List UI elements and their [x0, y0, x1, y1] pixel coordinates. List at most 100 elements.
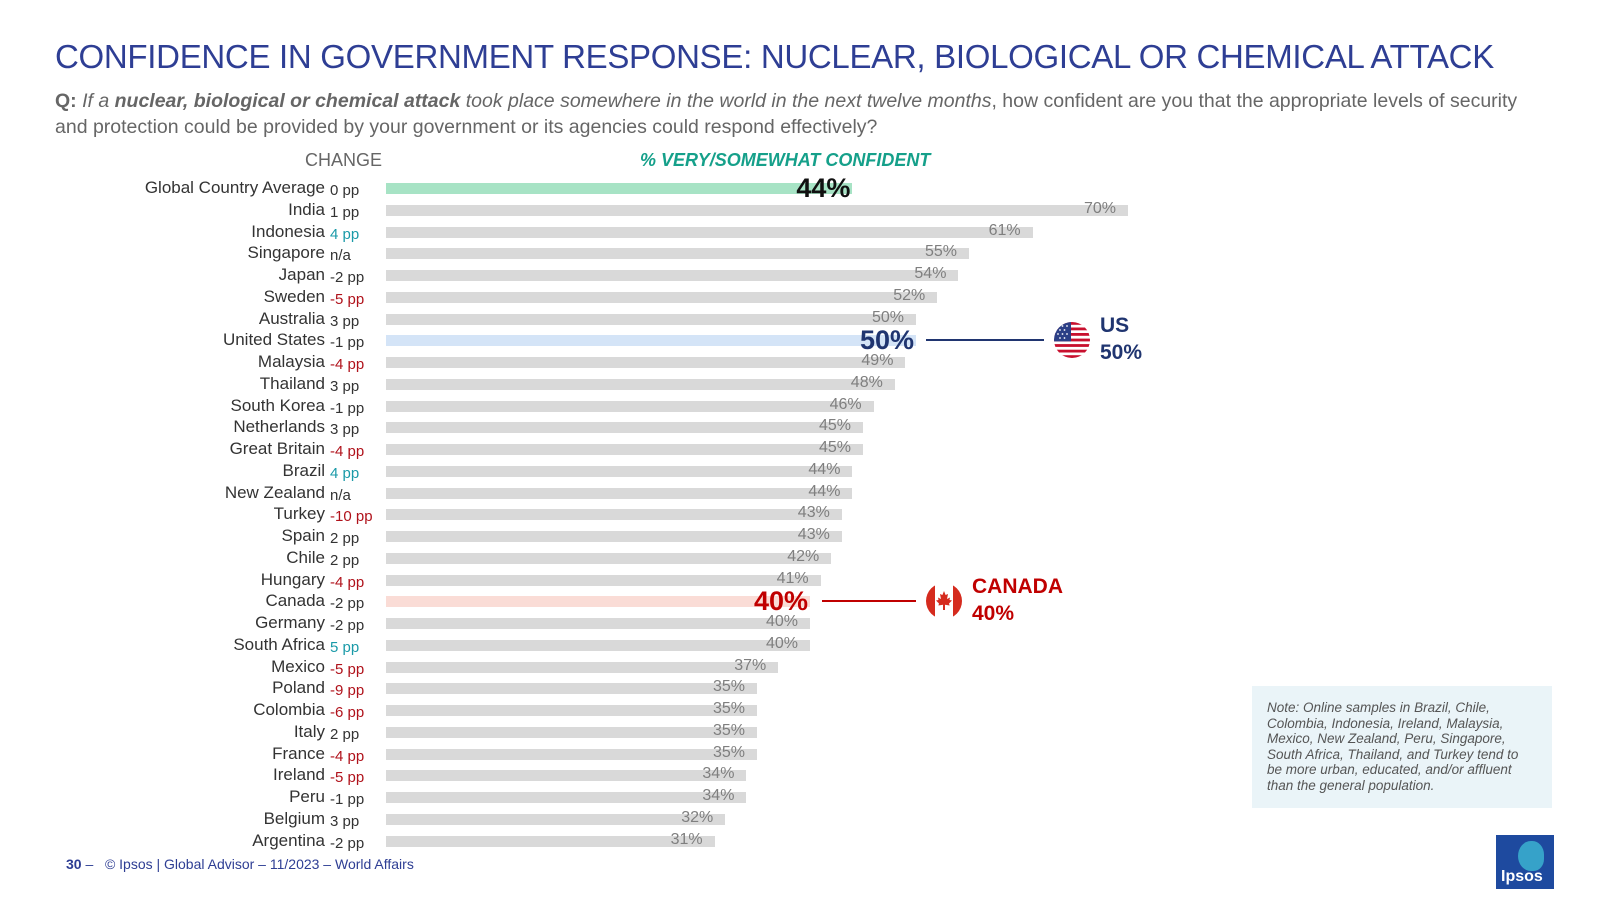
value-label-colombia: 35% [713, 700, 746, 717]
value-label-brazil: 44% [808, 460, 841, 478]
category-label-germany: Germany [255, 613, 325, 632]
us-callout-label: US [1100, 314, 1130, 338]
us-callout-value: 50% [1100, 341, 1143, 365]
category-label-great-britain: Great Britain [229, 439, 325, 458]
change-value-spain: 2 pp [330, 530, 360, 547]
change-value-new-zealand: n/a [330, 486, 351, 504]
change-value-global-country-average: 0 pp [330, 182, 360, 199]
category-label-hungary: Hungary [260, 569, 325, 589]
change-value-ireland: -5 pp [330, 769, 365, 787]
category-label-thailand: Thailand [259, 373, 325, 393]
bar-hungary [386, 574, 821, 586]
change-value-australia: 3 pp [330, 312, 360, 330]
value-label-south-korea: 46% [829, 395, 862, 413]
value-label-ireland: 34% [702, 765, 735, 783]
question-italic: If a nuclear, biological or chemical att… [82, 90, 991, 112]
category-label-turkey: Turkey [273, 504, 325, 524]
metric-column-header: % VERY/SOMEWHAT CONFIDENT [640, 150, 931, 170]
value-label-argentina: 31% [670, 830, 703, 848]
bar-great-britain [386, 444, 863, 455]
value-label-netherlands: 45% [819, 417, 852, 435]
category-label-south-korea: South Korea [230, 395, 325, 415]
category-label-japan: Japan [278, 265, 325, 284]
value-label-thailand: 48% [850, 373, 883, 391]
change-value-united-states: -1 pp [330, 334, 365, 352]
bar-peru [386, 792, 747, 803]
us-flag-icon [1054, 322, 1090, 359]
bar-new-zealand [386, 487, 853, 499]
change-value-south-africa: 5 pp [330, 638, 360, 656]
category-label-malaysia: Malaysia [257, 352, 325, 371]
logo-text: Ipsos [1501, 868, 1543, 885]
question-label: Q: [55, 90, 77, 112]
canada-callout-value: 40% [972, 602, 1015, 626]
value-label-great-britain: 45% [819, 439, 852, 456]
change-value-malaysia: -4 pp [330, 356, 365, 373]
bar-south-korea [386, 400, 874, 412]
change-value-france: -4 pp [330, 747, 365, 765]
category-label-france: France [272, 743, 325, 763]
value-label-india: 70% [1084, 199, 1117, 217]
change-value-peru: -1 pp [330, 791, 365, 808]
change-value-hungary: -4 pp [330, 573, 365, 591]
category-label-poland: Poland [272, 678, 325, 698]
change-value-canada: -2 pp [330, 595, 365, 613]
change-value-india: 1 pp [330, 203, 360, 221]
change-value-brazil: 4 pp [330, 464, 360, 482]
value-label-indonesia: 61% [988, 221, 1021, 239]
category-label-india: India [288, 199, 325, 219]
change-value-thailand: 3 pp [330, 377, 360, 395]
change-value-south-korea: -1 pp [330, 399, 365, 417]
value-label-global-country-average: 44% [796, 173, 851, 203]
value-label-spain: 43% [797, 526, 830, 543]
change-value-turkey: -10 pp [330, 508, 373, 526]
value-label-poland: 35% [713, 678, 746, 696]
bar-sweden [386, 291, 938, 303]
value-label-mexico: 37% [734, 656, 767, 674]
value-label-hungary: 41% [776, 569, 809, 587]
survey-question: Q: If a nuclear, biological or chemical … [55, 88, 1555, 140]
change-value-colombia: -6 pp [330, 704, 365, 721]
value-label-turkey: 43% [797, 504, 830, 522]
category-label-mexico: Mexico [271, 656, 325, 676]
change-value-argentina: -2 pp [330, 834, 365, 852]
category-label-sweden: Sweden [263, 286, 325, 306]
bar-south-africa [386, 639, 810, 651]
value-label-malaysia: 49% [861, 352, 894, 369]
value-label-belgium: 32% [681, 808, 714, 826]
bar-netherlands [386, 422, 863, 434]
category-label-brazil: Brazil [282, 460, 325, 480]
bar-australia [386, 313, 916, 325]
page-title: CONFIDENCE IN GOVERNMENT RESPONSE: NUCLE… [55, 38, 1494, 75]
value-label-south-africa: 40% [766, 634, 799, 652]
category-label-singapore: Singapore [247, 243, 325, 263]
bar-france [386, 748, 757, 760]
footer: 30 – © Ipsos | Global Advisor – 11/2023 … [66, 856, 414, 872]
change-value-netherlands: 3 pp [330, 421, 360, 439]
footer-dash: – [85, 856, 94, 872]
canada-callout-label: CANADA [972, 575, 1063, 599]
change-value-germany: -2 pp [330, 617, 365, 634]
value-label-germany: 40% [766, 613, 799, 630]
category-label-argentina: Argentina [252, 830, 325, 850]
question-italic-post: took place somewhere in the world in the… [460, 90, 992, 112]
category-label-belgium: Belgium [263, 808, 325, 828]
value-label-canada: 40% [754, 586, 809, 617]
canada-callout-line [822, 600, 916, 603]
bar-singapore [386, 248, 969, 260]
category-label-netherlands: Netherlands [233, 417, 325, 437]
category-label-canada: Canada [265, 591, 325, 611]
category-label-new-zealand: New Zealand [224, 482, 325, 502]
value-label-chile: 42% [787, 547, 820, 565]
change-value-indonesia: 4 pp [330, 225, 360, 243]
bar-canada [386, 596, 810, 608]
category-label-global-country-average: Global Country Average [144, 178, 325, 197]
value-label-united-states: 50% [860, 325, 915, 356]
question-rest: , how confident are you that the appropr… [55, 90, 1518, 138]
change-value-belgium: 3 pp [330, 812, 360, 830]
bar-colombia [386, 705, 757, 716]
category-label-united-states: United States [222, 330, 325, 350]
bar-ireland [386, 770, 747, 782]
value-label-sweden: 52% [893, 286, 926, 304]
